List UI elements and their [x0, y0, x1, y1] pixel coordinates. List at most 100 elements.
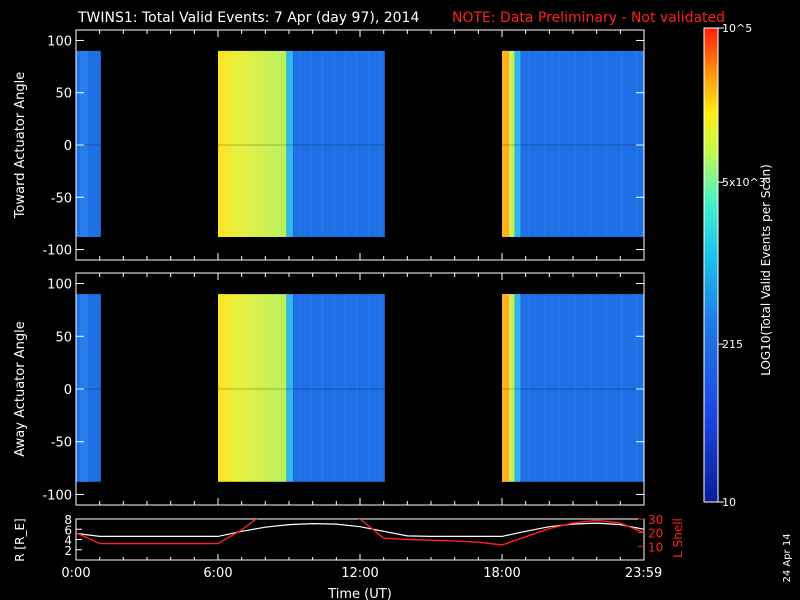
- away-ytick-label: 100: [47, 278, 72, 293]
- toward-block-2-stripe: [528, 50, 530, 238]
- toward-block-2-stripe: [605, 50, 607, 238]
- away-block-2-stripe: [620, 294, 623, 482]
- orbit-xtick-label: 12:00: [341, 566, 378, 581]
- orbit-xtick-label: 0:00: [61, 566, 90, 581]
- away-block-1-stripe: [298, 294, 301, 482]
- lshell-axis-label: L Shell: [671, 518, 685, 558]
- toward-y-ticks: 100 50 0 -50 -100: [42, 34, 644, 259]
- away-block-1-stripe: [356, 294, 358, 482]
- away-block-0-zero-line: [76, 388, 101, 390]
- toward-block-1-high: [218, 50, 287, 238]
- away-block-1-transition: [286, 294, 294, 482]
- toward-block-2-stripe: [559, 50, 561, 238]
- orbit-left-tick-label: 2: [64, 544, 72, 558]
- toward-block-0-zero-line: [76, 144, 101, 146]
- orbit-left-tick-label: 8: [64, 513, 72, 527]
- toward-block-2-transition: [514, 50, 521, 238]
- away-block-1-zero-line: [218, 388, 385, 390]
- toward-panel: 100 50 0 -50 -100 Toward Actuator Angle: [13, 29, 645, 261]
- away-block-2-stripe: [605, 294, 607, 482]
- away-block-1-low: [293, 294, 385, 482]
- lshell-series-line: [76, 519, 644, 546]
- orbit-xtick-label: 23:59: [625, 566, 662, 581]
- toward-block-2-stripe: [574, 50, 577, 238]
- away-y-label: Away Actuator Angle: [13, 321, 28, 456]
- orbit-xtick-label: 6:00: [203, 566, 232, 581]
- away-block-1-stripe: [344, 294, 347, 482]
- away-block-2-stripe: [543, 294, 546, 482]
- toward-ytick-label: 0: [64, 139, 72, 154]
- colorbar-label: LOG10(Total Valid Events per Scan): [759, 164, 773, 376]
- toward-block-1-stripe: [310, 50, 312, 238]
- orbit-right-tick-label: 10: [648, 540, 663, 554]
- away-panel: 100 50 0 -50 -100 Away Actuator Angle: [13, 272, 645, 506]
- preliminary-note: NOTE: Data Preliminary - Not validated: [452, 10, 725, 26]
- toward-y-label: Toward Actuator Angle: [13, 72, 28, 219]
- generation-date: 24 Apr 14: [782, 533, 793, 582]
- toward-block-2-peak: [502, 50, 510, 238]
- away-ytick-label: -100: [42, 488, 72, 503]
- away-block-2-stripe: [574, 294, 577, 482]
- away-block-2-low: [520, 294, 644, 482]
- chart-title: TWINS1: Total Valid Events: 7 Apr (day 9…: [77, 10, 419, 26]
- toward-block-1-stripe: [344, 50, 347, 238]
- away-ytick-label: 50: [55, 330, 72, 345]
- away-y-ticks: 100 50 0 -50 -100: [42, 278, 644, 503]
- away-block-2-transition: [514, 294, 521, 482]
- toward-block-1-zero-line: [218, 144, 385, 146]
- toward-ytick-label: 50: [55, 87, 72, 102]
- colorbar: 10^5 5x10^3 215 10 LOG10(Total Valid Events…: [703, 22, 773, 509]
- away-block-1-stripe: [367, 294, 370, 482]
- orbit-right-tick-label: 20: [648, 527, 663, 541]
- orbit-left-tick-label: 4: [64, 534, 72, 548]
- toward-heatmap: [76, 50, 644, 238]
- colorbar-tick-label: 10: [722, 496, 736, 509]
- toward-block-2-stripe: [543, 50, 546, 238]
- toward-block-2-stripe: [636, 50, 638, 238]
- toward-block-1-low: [293, 50, 385, 238]
- radius-series-line: [76, 522, 644, 537]
- away-block-1-stripe: [310, 294, 312, 482]
- away-block-1-high: [218, 294, 287, 482]
- colorbar-tick-label: 215: [722, 338, 743, 351]
- toward-ytick-label: -50: [51, 191, 72, 206]
- colorbar-gradient: [703, 27, 719, 503]
- toward-block-1-stripe: [356, 50, 358, 238]
- orbit-left-tick-label: 6: [64, 523, 72, 537]
- away-ytick-label: 0: [64, 383, 72, 398]
- toward-block-1-stripe: [379, 50, 381, 238]
- toward-block-1-stripe: [321, 50, 324, 238]
- toward-block-1-stripe: [333, 50, 335, 238]
- toward-block-2-low: [520, 50, 644, 238]
- colorbar-ticks: 10^5 5x10^3 215 10: [718, 22, 766, 509]
- toward-ytick-label: -100: [42, 244, 72, 259]
- toward-x-ticks: [75, 30, 645, 260]
- toward-block-2-zero-line: [502, 144, 644, 146]
- toward-block-0-streak: [80, 50, 88, 238]
- away-x-ticks: [75, 273, 645, 505]
- toward-block-1-stripe: [298, 50, 301, 238]
- orbit-x-ticks: 0:00 6:00 12:00 18:00 23:59: [61, 554, 662, 581]
- away-ytick-label: -50: [51, 436, 72, 451]
- away-block-1-stripe: [333, 294, 335, 482]
- away-block-0-streak: [80, 294, 88, 482]
- away-block-0: [76, 294, 101, 482]
- colorbar-tick-label: 5x10^3: [722, 176, 766, 189]
- toward-ytick-label: 100: [47, 34, 72, 49]
- orbit-xtick-label: 18:00: [483, 566, 520, 581]
- away-block-1-stripe: [379, 294, 381, 482]
- away-block-1-stripe: [321, 294, 324, 482]
- away-heatmap: [76, 294, 644, 482]
- colorbar-tick-label: 10^5: [722, 22, 752, 35]
- toward-block-1-transition: [286, 50, 294, 238]
- toward-block-2-stripe: [620, 50, 623, 238]
- away-block-2-stripe: [528, 294, 530, 482]
- away-block-2-stripe: [636, 294, 638, 482]
- orbit-right-tick-label: 30: [648, 513, 663, 527]
- away-block-2-stripe: [589, 294, 592, 482]
- toward-block-2-stripe: [589, 50, 592, 238]
